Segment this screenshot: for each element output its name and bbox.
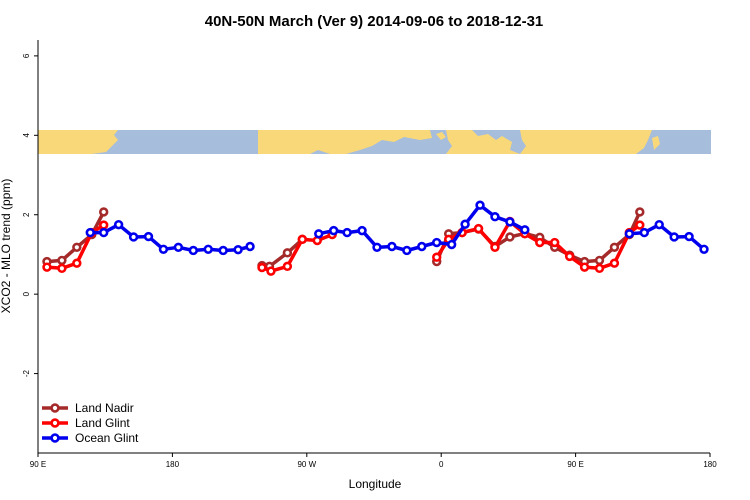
x-tick-label: 180 bbox=[703, 460, 717, 469]
ocean-glint-point bbox=[99, 227, 109, 238]
y-tick-label: 4 bbox=[22, 133, 31, 138]
ocean-glint-point bbox=[654, 219, 664, 230]
legend-marker-ocean-glint bbox=[50, 433, 60, 443]
legend-marker-land-nadir bbox=[50, 403, 60, 413]
ocean-glint-point bbox=[328, 225, 339, 236]
x-axis-ticks: 90 E 180 90 W 0 90 E 180 bbox=[30, 453, 717, 469]
ocean-glint-point bbox=[475, 200, 485, 210]
legend-label-ocean-glint: Ocean Glint bbox=[75, 431, 139, 445]
ocean-glint-point bbox=[158, 244, 169, 254]
land-eurasia-left bbox=[38, 130, 118, 154]
ocean-glint-point bbox=[639, 227, 649, 238]
ocean-glint-point bbox=[342, 227, 352, 238]
ocean-glint-point bbox=[314, 229, 324, 239]
ocean-glint-point bbox=[128, 232, 139, 242]
land-glint-point bbox=[266, 266, 276, 276]
y-tick-label: 0 bbox=[22, 291, 31, 296]
series-land-glint bbox=[42, 216, 645, 276]
land-north-america bbox=[258, 130, 432, 154]
land-glint-point bbox=[635, 220, 645, 230]
ocean-glint-point bbox=[699, 244, 709, 254]
land-japan bbox=[652, 136, 660, 150]
land-glint-point bbox=[42, 262, 52, 272]
x-tick-label: 90 W bbox=[297, 460, 316, 469]
y-axis-ticks: -2 0 2 4 6 bbox=[22, 53, 38, 377]
ocean-glint-point bbox=[113, 219, 124, 230]
world-map-strip bbox=[38, 130, 711, 154]
land-glint-point bbox=[257, 262, 267, 273]
land-glint-point bbox=[609, 258, 620, 268]
land-nadir-point bbox=[505, 232, 515, 242]
land-europe-asia bbox=[446, 130, 520, 154]
land-glint-point bbox=[99, 220, 109, 230]
legend-label-land-nadir: Land Nadir bbox=[75, 401, 134, 415]
land-glint-point bbox=[297, 234, 308, 245]
ocean-glint-point bbox=[173, 242, 184, 252]
y-axis-label: XCO2 - MLO trend (ppm) bbox=[0, 179, 13, 314]
land-nadir-point bbox=[99, 207, 109, 217]
ocean-glint-point bbox=[203, 244, 213, 254]
x-tick-label: 180 bbox=[166, 460, 180, 469]
land-glint-point bbox=[490, 242, 500, 252]
land-glint-point bbox=[579, 262, 590, 272]
ocean-glint-point bbox=[432, 237, 442, 248]
land-eurasia-right bbox=[520, 130, 652, 154]
land-nadir-point bbox=[594, 255, 605, 266]
ocean-glint-point bbox=[505, 217, 515, 227]
land-glint-point bbox=[282, 261, 293, 272]
land-glint-point bbox=[535, 237, 545, 248]
ocean-glint-point bbox=[460, 219, 470, 229]
land-nadir-point bbox=[57, 255, 67, 266]
ocean-glint-point bbox=[624, 229, 635, 239]
ocean-glint-point bbox=[490, 212, 500, 222]
ocean-glint-point bbox=[357, 225, 367, 236]
ocean-glint-point bbox=[387, 241, 397, 252]
chart-title: 40N-50N March (Ver 9) 2014-09-06 to 2018… bbox=[205, 13, 544, 30]
ocean-glint-point bbox=[85, 227, 95, 238]
legend-label-land-glint: Land Glint bbox=[75, 416, 130, 430]
ocean-glint-point bbox=[218, 245, 228, 256]
y-tick-label: 2 bbox=[22, 212, 31, 217]
land-glint-point bbox=[72, 258, 82, 268]
land-glint-point bbox=[432, 252, 442, 262]
x-tick-label: 90 E bbox=[567, 460, 583, 469]
x-tick-label: 90 E bbox=[30, 460, 46, 469]
land-nadir-point bbox=[72, 242, 82, 252]
x-tick-label: 0 bbox=[439, 460, 444, 469]
ocean-glint-point bbox=[417, 241, 427, 252]
land-glint-point bbox=[564, 251, 575, 262]
ocean-glint-point bbox=[233, 244, 243, 255]
ocean-glint-point bbox=[245, 241, 255, 252]
land-nadir-point bbox=[609, 242, 620, 252]
ocean-glint-point bbox=[372, 242, 382, 252]
y-tick-label: -2 bbox=[22, 369, 31, 377]
ocean-glint-point bbox=[684, 231, 694, 242]
ocean-glint-point bbox=[520, 225, 530, 235]
ocean-glint-point bbox=[402, 245, 412, 256]
land-glint-point bbox=[57, 263, 67, 274]
land-glint-point bbox=[473, 223, 484, 234]
series-ocean-glint bbox=[85, 200, 709, 256]
ocean-glint-point bbox=[188, 245, 199, 256]
land-glint-point bbox=[594, 263, 605, 274]
land-glint-point bbox=[549, 237, 560, 248]
ocean-glint-point bbox=[446, 239, 457, 250]
legend-marker-land-glint bbox=[50, 418, 60, 428]
x-axis-label: Longitude bbox=[349, 477, 402, 491]
y-tick-label: 6 bbox=[22, 53, 31, 58]
land-island-atlantic bbox=[436, 132, 446, 140]
ocean-glint-line bbox=[90, 222, 251, 253]
series-layer bbox=[42, 200, 709, 276]
land-nadir-point bbox=[635, 207, 645, 217]
ocean-glint-point bbox=[143, 231, 154, 242]
ocean-glint-point bbox=[669, 232, 679, 242]
land-nadir-point bbox=[282, 248, 293, 258]
